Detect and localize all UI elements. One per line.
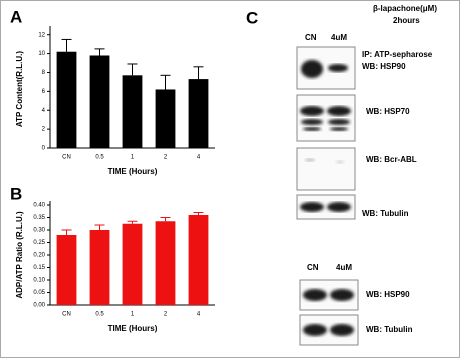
x-axis-label: TIME (Hours) — [108, 167, 158, 176]
wb-label: WB: Bcr-ABL — [366, 155, 417, 164]
y-tick-label: 6 — [42, 89, 46, 95]
bar — [89, 55, 110, 148]
blot — [296, 147, 356, 191]
y-axis-label: ATP Content(R.L.U.) — [15, 51, 24, 127]
panel-label: C — [246, 8, 258, 27]
x-tick-label: CN — [62, 312, 71, 318]
y-tick-label: 0.15 — [33, 265, 45, 271]
wb-label: WB: Tubulin — [362, 209, 409, 218]
wb-label: WB: HSP90 — [366, 290, 410, 299]
x-tick-label: CN — [62, 155, 71, 161]
y-tick-label: 0.40 — [33, 203, 45, 209]
bar — [155, 89, 176, 148]
bar — [188, 215, 209, 305]
x-tick-label: 1 — [131, 155, 135, 161]
blot — [296, 94, 356, 142]
y-tick-label: 0.05 — [33, 290, 45, 296]
bar — [122, 75, 143, 148]
bar — [56, 235, 77, 305]
blot — [296, 194, 356, 220]
y-tick-label: 12 — [38, 32, 45, 38]
y-tick-label: 0.35 — [33, 215, 45, 221]
y-tick-label: 0.10 — [33, 278, 45, 284]
blot — [299, 314, 359, 346]
y-tick-label: 8 — [42, 70, 46, 76]
bar — [89, 230, 110, 305]
x-axis-label: TIME (Hours) — [108, 324, 158, 333]
y-tick-label: 0.00 — [33, 303, 45, 309]
blot — [296, 46, 356, 90]
y-tick-label: 0.25 — [33, 240, 45, 246]
panel-label: A — [10, 7, 22, 26]
duration: 2hours — [393, 16, 420, 25]
panel-label: B — [10, 184, 22, 203]
bar — [188, 79, 209, 148]
lane-label: 4uM — [331, 33, 347, 42]
y-tick-label: 2 — [42, 127, 46, 133]
y-axis-label: ADP/ATP Ratio (R.L.U.) — [15, 211, 24, 299]
x-tick-label: 2 — [164, 312, 168, 318]
x-tick-label: 0.5 — [95, 312, 104, 318]
x-tick-label: 4 — [197, 155, 201, 161]
x-tick-label: 0.5 — [95, 155, 104, 161]
x-tick-label: 4 — [197, 312, 201, 318]
y-tick-label: 0 — [42, 146, 46, 152]
y-tick-label: 4 — [42, 108, 46, 114]
y-tick-label: 0.30 — [33, 228, 45, 234]
bar — [122, 223, 143, 305]
wb-label: WB: Tubulin — [366, 325, 413, 334]
lane-label: 4uM — [336, 263, 352, 272]
blot — [299, 279, 359, 311]
lane-label: CN — [307, 263, 319, 272]
ip-label: IP: ATP-sepharose — [362, 50, 433, 59]
wb-label: WB: HSP70 — [366, 107, 410, 116]
y-tick-label: 0.20 — [33, 253, 45, 259]
lane-label: CN — [305, 33, 317, 42]
y-tick-label: 10 — [38, 51, 45, 57]
x-tick-label: 2 — [164, 155, 168, 161]
wb-label: WB: HSP90 — [362, 62, 406, 71]
bar — [155, 221, 176, 305]
x-tick-label: 1 — [131, 312, 135, 318]
treatment: β-lapachone(μM) — [373, 4, 437, 13]
bar — [56, 51, 77, 148]
